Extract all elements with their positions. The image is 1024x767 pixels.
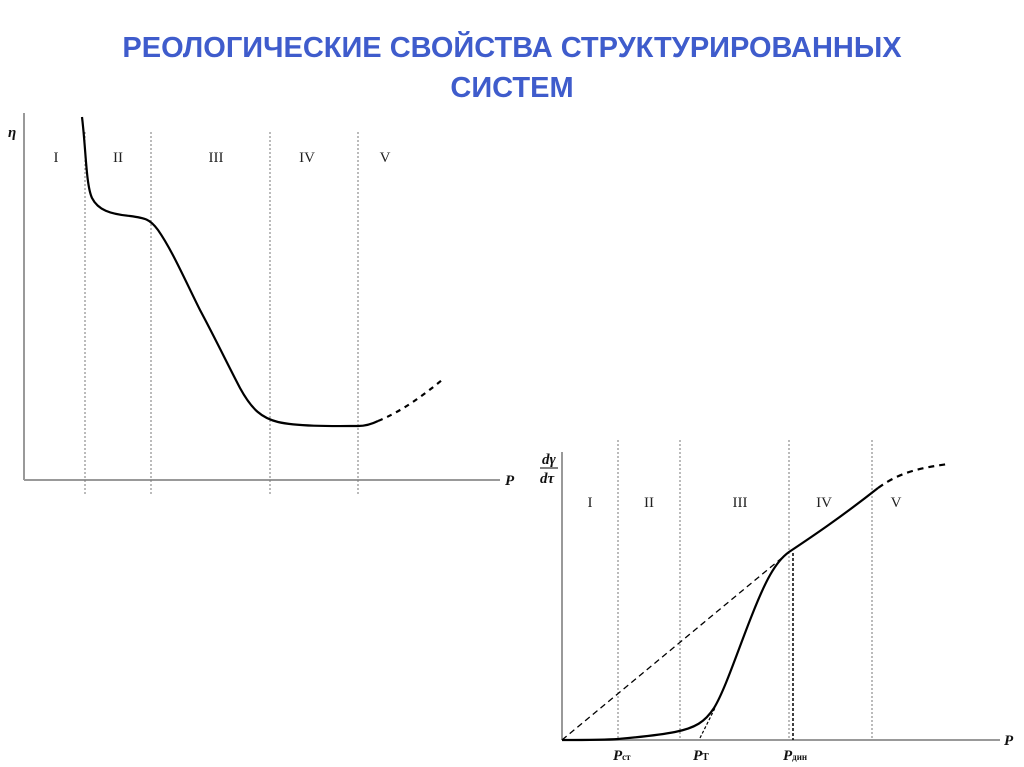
region-label: II — [644, 495, 654, 511]
x-axis-label: P — [1004, 733, 1014, 749]
region-label: IV — [816, 495, 832, 511]
flow-rate-curve-extrapolation — [877, 462, 949, 489]
viscosity-curve-extrapolation — [377, 379, 443, 423]
viscosity-curve — [80, 116, 379, 428]
region-label: I — [54, 150, 59, 166]
region-label: V — [891, 495, 902, 511]
y-axis-label: η — [8, 125, 16, 141]
title-line-2: СИСТЕМ — [450, 72, 574, 104]
region-label: II — [113, 150, 123, 166]
secant-line — [561, 551, 790, 741]
p-st-label: Pст — [613, 748, 631, 764]
region-label: III — [733, 495, 748, 511]
region-label: IV — [299, 150, 315, 166]
x-axis-label: P — [505, 473, 515, 489]
slide-title: РЕОЛОГИЧЕСКИЕ СВОЙСТВА СТРУКТУРИРОВАННЫХ… — [0, 28, 1024, 108]
flow-rate-curve — [561, 487, 879, 742]
title-line-1: РЕОЛОГИЧЕСКИЕ СВОЙСТВА СТРУКТУРИРОВАННЫХ — [122, 32, 902, 64]
y-axis-label-denominator: dτ — [540, 471, 556, 487]
region-label: V — [380, 150, 391, 166]
tangent-line — [699, 707, 716, 739]
region-label: I — [588, 495, 593, 511]
region-label: III — [209, 150, 224, 166]
p-t-label: PT — [693, 748, 709, 764]
y-axis-label-numerator: dγ — [542, 452, 557, 468]
viscosity-diagram: η P I II III IV V — [8, 113, 515, 496]
flow-rate-diagram: dγ dτ P I II III IV V Pст PT Pдин — [540, 440, 1014, 764]
p-din-label: Pдин — [783, 748, 807, 764]
